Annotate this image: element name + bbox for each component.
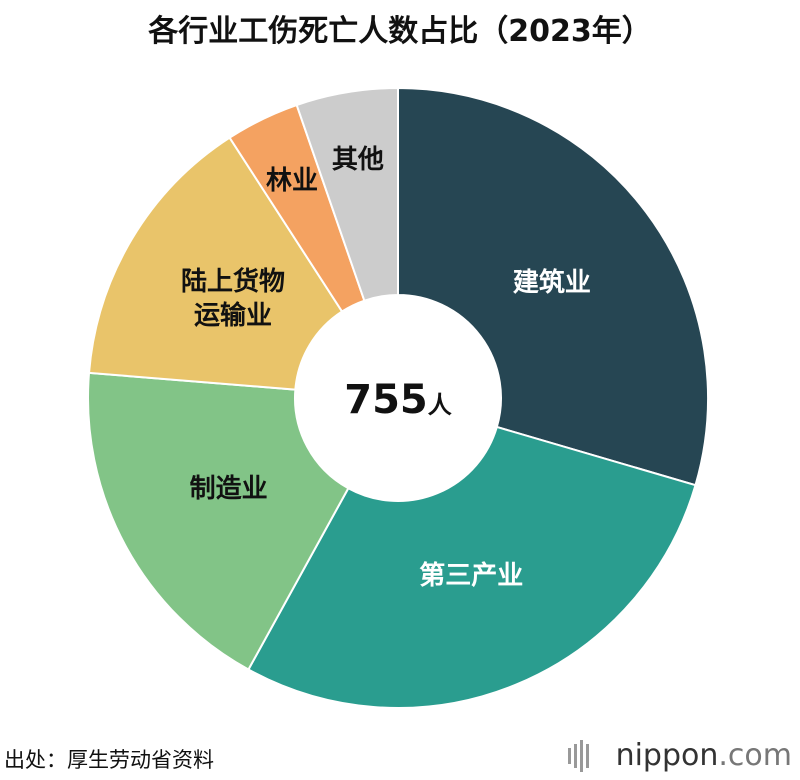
total-unit: 人 xyxy=(427,391,452,419)
logo: nippon.com xyxy=(616,738,792,773)
slice xyxy=(247,425,697,709)
slice xyxy=(87,136,344,391)
logo-suffix: .com xyxy=(718,738,792,773)
slice-label: 其他 xyxy=(331,144,384,175)
slice xyxy=(397,86,709,487)
slice xyxy=(295,86,399,302)
chart-title: 各行业工伤死亡人数占比（2023年） xyxy=(148,14,652,49)
slice xyxy=(87,371,350,671)
total: 755 xyxy=(344,377,428,423)
slice-label: 第三产业 xyxy=(419,560,524,591)
slice-label: 制造业 xyxy=(189,473,268,504)
logo-main: nippon xyxy=(615,738,719,773)
slice-label: 林业 xyxy=(266,165,319,196)
logo-bars xyxy=(568,740,589,772)
source: 出处：厚生劳动省资料 xyxy=(4,748,214,772)
center-label: 755人 xyxy=(344,377,452,423)
slice-label: 建筑业 xyxy=(512,267,591,298)
slice-label: 陆上货物运输业 xyxy=(181,267,286,332)
